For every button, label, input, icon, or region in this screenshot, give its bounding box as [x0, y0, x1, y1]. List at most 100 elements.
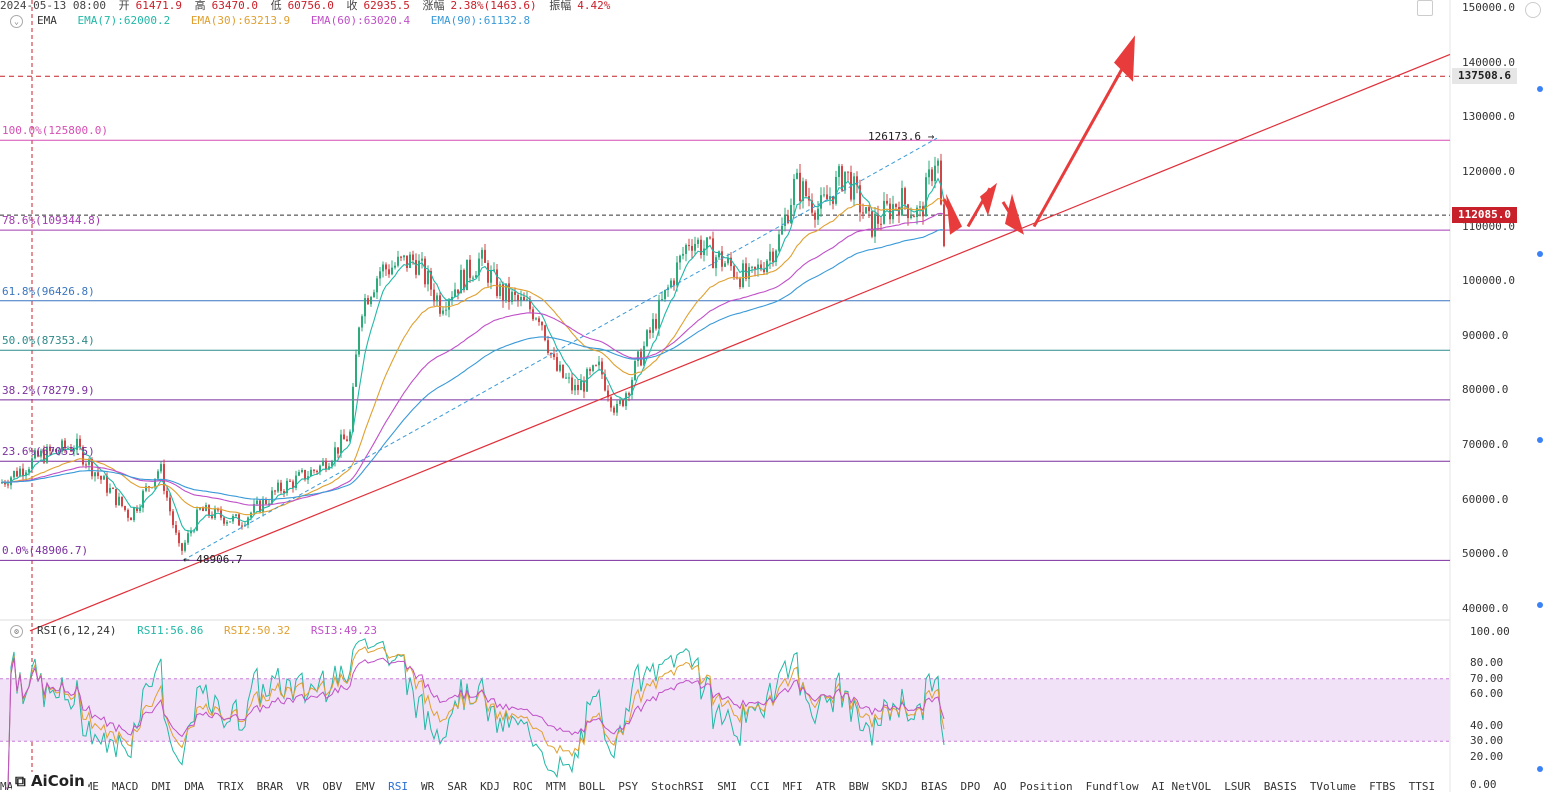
indicator-tab-ttsi[interactable]: TTSI — [1408, 780, 1436, 793]
candle-body — [496, 269, 498, 296]
price-tag: 137508.6 — [1452, 68, 1517, 85]
candle-body — [583, 380, 585, 392]
scroll-marker[interactable] — [1537, 437, 1543, 443]
candle-body — [871, 211, 873, 237]
candle-body — [691, 245, 693, 251]
candle-body — [148, 486, 150, 488]
candle-body — [214, 508, 216, 519]
candle-body — [238, 514, 240, 526]
indicator-tab-sar[interactable]: SAR — [447, 780, 468, 793]
expand-icon[interactable] — [1417, 0, 1433, 16]
ema30-line — [1, 198, 945, 516]
candle-body — [856, 176, 858, 186]
indicator-tab-rsi[interactable]: RSI — [388, 780, 408, 793]
candle-body — [523, 297, 525, 301]
indicator-tab-fundflow[interactable]: Fundflow — [1085, 780, 1139, 793]
indicator-tab-smi[interactable]: SMI — [717, 780, 737, 793]
indicator-tab-cci[interactable]: CCI — [749, 780, 770, 793]
candle-body — [190, 531, 192, 534]
candle-body — [34, 450, 36, 459]
indicator-tab-bbw[interactable]: BBW — [848, 780, 869, 793]
indicator-tab-dma[interactable]: DMA — [184, 780, 205, 793]
ema90-line — [1, 229, 945, 501]
indicator-tab-atr[interactable]: ATR — [815, 780, 836, 793]
scroll-marker[interactable] — [1537, 602, 1543, 608]
indicator-tab-macd[interactable]: MACD — [111, 780, 139, 793]
aicoin-logo: ⧉ AiCoin — [12, 772, 88, 790]
indicator-tab-vr[interactable]: VR — [296, 780, 310, 793]
candle-body — [517, 294, 519, 301]
price-axis-label: 70000.0 — [1462, 438, 1509, 452]
scroll-marker[interactable] — [1537, 251, 1543, 257]
indicator-tab-trix[interactable]: TRIX — [217, 780, 244, 793]
change-label: 涨幅 — [422, 0, 445, 12]
indicator-tab-emv[interactable]: EMV — [355, 780, 376, 793]
candle-body — [229, 521, 231, 523]
chevron-down-icon[interactable]: ⌄ — [10, 14, 23, 28]
price-axis-label: 60000.0 — [1462, 492, 1509, 506]
ema60-line — [1, 212, 945, 506]
indicator-tab-tvolume[interactable]: TVolume — [1309, 780, 1357, 793]
price-axis-label: 40000.0 — [1462, 602, 1509, 615]
indicator-tab-ftbs[interactable]: FTBS — [1369, 780, 1396, 793]
candle-body — [772, 251, 774, 262]
rsi-axis-label: 20.00 — [1470, 749, 1504, 763]
price-tag: 112085.0 — [1452, 207, 1517, 224]
candle-body — [406, 255, 408, 268]
candle-body — [325, 460, 327, 470]
indicator-tab-mtm[interactable]: MTM — [545, 780, 566, 793]
high-annotation: 126173.6 → — [868, 130, 935, 143]
indicator-tab-ai-netvol[interactable]: AI NetVOL — [1151, 780, 1212, 793]
candle-body — [349, 431, 351, 442]
candle-body — [565, 377, 567, 379]
scroll-marker[interactable] — [1537, 86, 1543, 92]
settings-circle-icon[interactable] — [1525, 2, 1541, 18]
indicator-tab-roc[interactable]: ROC — [513, 780, 533, 793]
candle-body — [139, 507, 141, 511]
candle-body — [37, 450, 39, 457]
candle-body — [490, 270, 492, 283]
indicator-tab-position[interactable]: Position — [1019, 780, 1073, 793]
support-trendline — [29, 53, 1451, 632]
indicator-tab-ao[interactable]: AO — [993, 780, 1007, 793]
indicator-tab-skdj[interactable]: SKDJ — [881, 780, 908, 793]
candle-body — [571, 377, 573, 391]
indicator-tab-lsur[interactable]: LSUR — [1224, 780, 1251, 793]
candle-body — [31, 458, 33, 470]
candle-body — [709, 237, 711, 239]
candle-body — [466, 259, 468, 291]
scroll-marker[interactable] — [1537, 766, 1543, 772]
indicator-tab-stochrsi[interactable]: StochRSI — [651, 780, 705, 793]
candle-body — [142, 490, 144, 508]
candle-body — [346, 439, 348, 442]
candle-body — [13, 470, 15, 478]
low-value: 60756.0 — [287, 0, 334, 12]
candle-body — [358, 327, 360, 355]
candle-body — [763, 269, 765, 273]
indicator-tab-basis[interactable]: BASIS — [1263, 780, 1297, 793]
indicator-tab-bias[interactable]: BIAS — [920, 780, 948, 793]
indicator-tab-obv[interactable]: OBV — [322, 780, 343, 793]
candle-body — [145, 486, 147, 491]
indicator-tab-dmi[interactable]: DMI — [151, 780, 172, 793]
candle-body — [235, 514, 237, 516]
candle-body — [457, 289, 459, 294]
indicator-tab-psy[interactable]: PSY — [618, 780, 639, 793]
fib-level-label: 61.8%(96426.8) — [2, 284, 95, 298]
candle-body — [118, 496, 120, 506]
indicator-tab-kdj[interactable]: KDJ — [480, 780, 500, 793]
indicator-tab-dpo[interactable]: DPO — [960, 780, 981, 793]
indicator-tab-ma[interactable]: MA — [0, 780, 14, 793]
settings-icon[interactable]: ⚙ — [10, 624, 23, 638]
candle-body — [181, 543, 183, 551]
candle-body — [511, 291, 513, 302]
rsi-axis-label: 70.00 — [1470, 671, 1504, 685]
indicator-tab-mfi[interactable]: MFI — [782, 780, 803, 793]
indicator-tab-wr[interactable]: WR — [421, 780, 435, 793]
candle-body — [106, 476, 108, 493]
indicator-tab-boll[interactable]: BOLL — [578, 780, 606, 793]
candle-body — [391, 267, 393, 275]
candle-body — [166, 490, 168, 498]
indicator-tab-brar[interactable]: BRAR — [256, 780, 284, 793]
